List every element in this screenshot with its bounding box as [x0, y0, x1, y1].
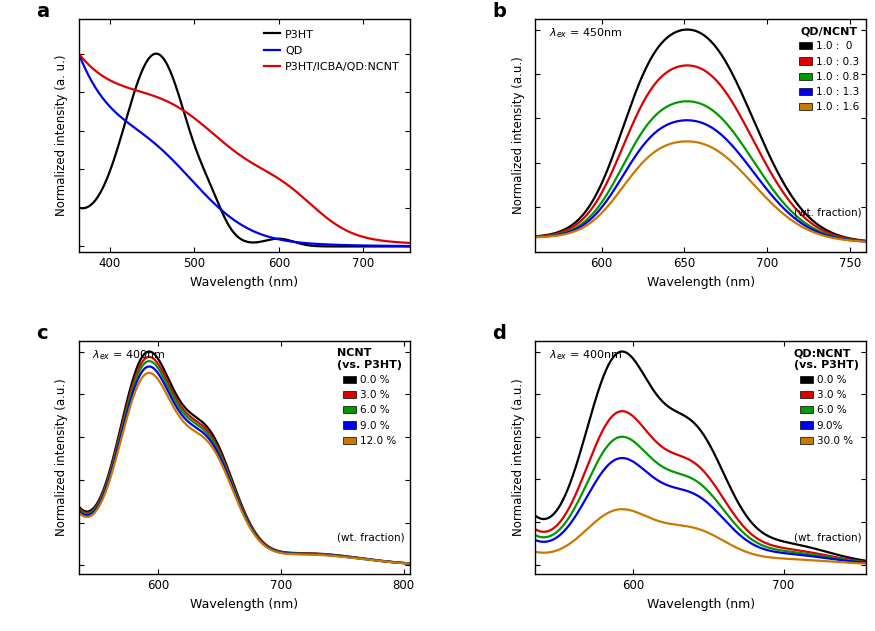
Legend: 0.0 %, 3.0 %, 6.0 %, 9.0 %, 12.0 %: 0.0 %, 3.0 %, 6.0 %, 9.0 %, 12.0 %: [335, 346, 404, 448]
Line: P3HT/ICBA/QD:NCNT: P3HT/ICBA/QD:NCNT: [79, 54, 410, 243]
Text: (wt. fraction): (wt. fraction): [794, 532, 861, 542]
P3HT/ICBA/QD:NCNT: [295, 191, 305, 198]
QD: [132, 126, 143, 134]
P3HT: [74, 204, 84, 211]
P3HT/ICBA/QD:NCNT: [132, 87, 143, 95]
Text: $\lambda_{ex}$ = 400nm: $\lambda_{ex}$ = 400nm: [549, 348, 622, 362]
X-axis label: Wavelength (nm): Wavelength (nm): [647, 276, 755, 288]
P3HT: [295, 240, 305, 247]
Line: P3HT: P3HT: [79, 54, 410, 247]
Legend: P3HT, QD, P3HT/ICBA/QD:NCNT: P3HT, QD, P3HT/ICBA/QD:NCNT: [259, 25, 404, 77]
Text: (wt. fraction): (wt. fraction): [337, 532, 404, 542]
Legend: 1.0 :  0, 1.0 : 0.3, 1.0 : 0.8, 1.0 : 1.3, 1.0 : 1.6: 1.0 : 0, 1.0 : 0.3, 1.0 : 0.8, 1.0 : 1.3…: [797, 24, 861, 114]
P3HT/ICBA/QD:NCNT: [158, 96, 169, 103]
Line: QD: QD: [79, 54, 410, 246]
P3HT/ICBA/QD:NCNT: [404, 239, 415, 247]
Y-axis label: Normalized intensity (a.u.): Normalized intensity (a.u.): [55, 379, 68, 536]
QD: [223, 212, 234, 220]
Text: d: d: [493, 324, 507, 343]
QD: [404, 242, 415, 250]
P3HT/ICBA/QD:NCNT: [323, 215, 333, 223]
Text: c: c: [36, 324, 47, 343]
Text: (wt. fraction): (wt. fraction): [794, 208, 861, 218]
QD: [74, 50, 84, 57]
Text: a: a: [36, 2, 49, 21]
P3HT/ICBA/QD:NCNT: [269, 172, 279, 179]
Legend: 0.0 %, 3.0 %, 6.0 %, 9.0%, 30.0 %: 0.0 %, 3.0 %, 6.0 %, 9.0%, 30.0 %: [792, 346, 861, 448]
QD: [269, 234, 279, 242]
Y-axis label: Normalized intensity (a.u.): Normalized intensity (a.u.): [512, 57, 525, 215]
P3HT/ICBA/QD:NCNT: [74, 50, 84, 57]
Text: $\lambda_{ex}$ = 450nm: $\lambda_{ex}$ = 450nm: [549, 26, 622, 40]
Text: b: b: [493, 2, 507, 21]
X-axis label: Wavelength (nm): Wavelength (nm): [190, 276, 298, 288]
Text: $\lambda_{ex}$ = 400nm: $\lambda_{ex}$ = 400nm: [92, 348, 165, 362]
P3HT: [404, 243, 415, 251]
P3HT: [224, 222, 234, 230]
QD: [158, 148, 169, 155]
P3HT: [269, 235, 279, 243]
Y-axis label: Normalized intensity (a. u.): Normalized intensity (a. u.): [55, 55, 68, 216]
QD: [323, 240, 333, 248]
Y-axis label: Normalized intensity (a.u.): Normalized intensity (a.u.): [512, 379, 525, 536]
X-axis label: Wavelength (nm): Wavelength (nm): [190, 598, 298, 611]
P3HT: [132, 80, 143, 87]
QD: [295, 239, 305, 246]
P3HT: [323, 243, 333, 251]
P3HT/ICBA/QD:NCNT: [223, 143, 234, 150]
X-axis label: Wavelength (nm): Wavelength (nm): [647, 598, 755, 611]
P3HT: [150, 50, 161, 57]
P3HT: [159, 56, 170, 64]
